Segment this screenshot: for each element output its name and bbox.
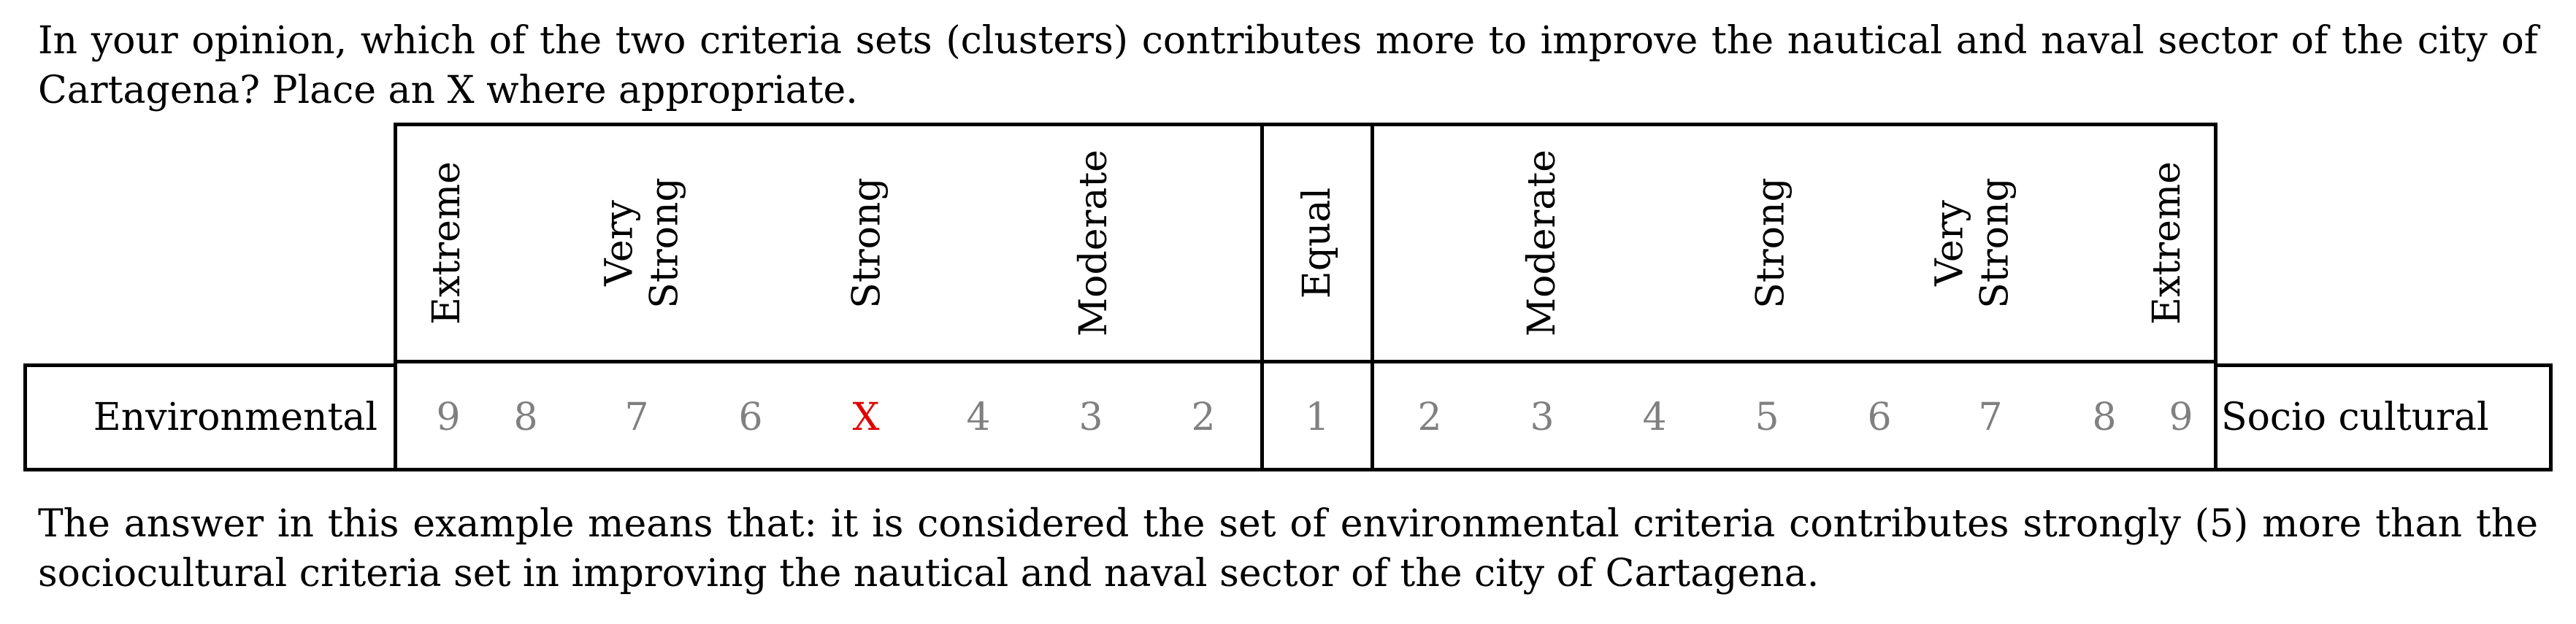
right-criteria-label: Socio cultural xyxy=(2221,396,2489,439)
header-strong-right-label: Strong xyxy=(1749,177,1793,309)
header-very-strong-left: Very Strong xyxy=(598,123,687,363)
scale-cell[interactable]: 7 xyxy=(1978,396,2003,439)
scale-cell[interactable]: 8 xyxy=(513,396,538,439)
header-moderate-left-label: Moderate xyxy=(1072,149,1116,337)
scale-cell[interactable]: 1 xyxy=(1305,396,1330,439)
scale-cell[interactable]: 7 xyxy=(624,396,649,439)
scale-cell[interactable]: 4 xyxy=(966,396,991,439)
header-very-strong-right: Very Strong xyxy=(1928,123,2017,363)
scale-cell[interactable]: 6 xyxy=(1867,396,1892,439)
scale-cell[interactable]: 3 xyxy=(1530,396,1555,439)
question-text: In your opinion, which of the two criter… xyxy=(38,19,2538,112)
header-equal: Equal xyxy=(1273,123,1361,363)
scale-cell[interactable]: 9 xyxy=(2169,396,2193,439)
left-label-cell-border xyxy=(23,363,397,471)
scale-cell[interactable]: 4 xyxy=(1642,396,1667,439)
header-very-strong-left-label: Very Strong xyxy=(598,177,687,309)
header-strong-left-label: Strong xyxy=(846,177,889,309)
scale-cell[interactable]: 2 xyxy=(1191,396,1216,439)
header-moderate-left: Moderate xyxy=(1050,123,1138,363)
scale-cell[interactable]: 5 xyxy=(1755,396,1779,439)
right-label-cell-border xyxy=(2214,363,2553,471)
header-strong-left: Strong xyxy=(824,123,911,363)
header-moderate-right-label: Moderate xyxy=(1520,149,1565,337)
header-extreme-right-label: Extreme xyxy=(2145,161,2189,325)
scale-cell[interactable]: 6 xyxy=(738,396,763,439)
selected-mark[interactable]: X xyxy=(852,396,880,439)
header-very-strong-right-label: Very Strong xyxy=(1928,177,2017,309)
comparison-table: Extreme Very Strong Strong Moderate Equa… xyxy=(23,123,2553,471)
header-extreme-left-label: Extreme xyxy=(425,161,469,325)
header-strong-right: Strong xyxy=(1728,123,1815,363)
header-moderate-right: Moderate xyxy=(1498,123,1586,363)
header-extreme-left: Extreme xyxy=(403,123,491,363)
header-extreme-right: Extreme xyxy=(2123,123,2211,363)
header-equal-label: Equal xyxy=(1295,187,1339,299)
right-scale-frame xyxy=(1371,123,2217,471)
scale-cell[interactable]: 2 xyxy=(1417,396,1442,439)
explanation-text: The answer in this example means that: i… xyxy=(38,502,2538,596)
header-row-divider xyxy=(394,360,2217,367)
scale-cell[interactable]: 9 xyxy=(436,396,461,439)
scale-cell[interactable]: 8 xyxy=(2092,396,2117,439)
scale-cell[interactable]: 3 xyxy=(1078,396,1103,439)
left-criteria-label: Environmental xyxy=(93,396,377,439)
